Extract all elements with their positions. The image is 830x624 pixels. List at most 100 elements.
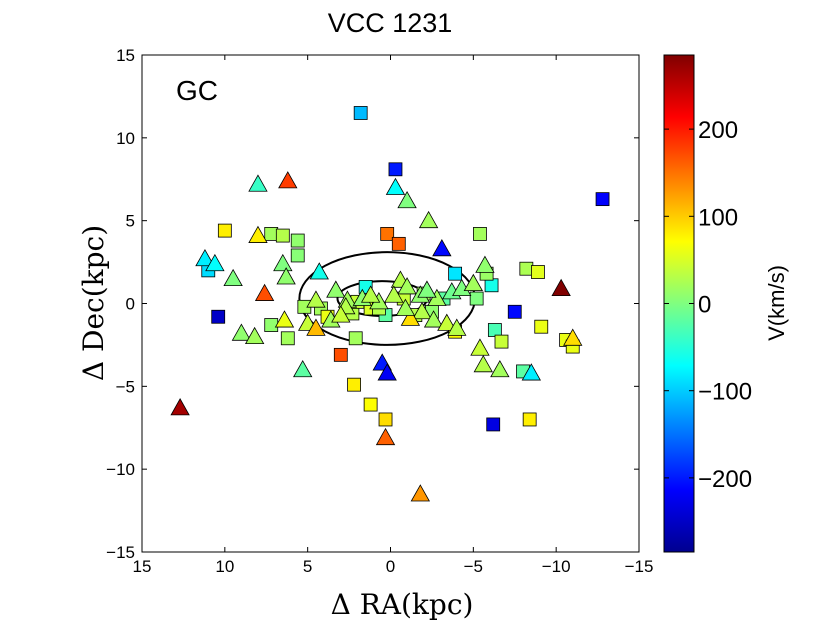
colorbar-label: V(km/s): [764, 265, 789, 341]
y-tick-label: −15: [106, 543, 135, 562]
square-marker: [534, 319, 549, 334]
triangle-marker: [521, 363, 542, 381]
x-tick-label: −15: [625, 557, 654, 576]
x-tick-label: 5: [303, 557, 312, 576]
colorbar-tick-label: −100: [698, 379, 752, 406]
square-marker: [217, 223, 232, 238]
triangle-marker: [412, 301, 432, 320]
square-marker: [264, 318, 279, 332]
plot-area: [141, 54, 640, 553]
square-marker: [353, 106, 368, 120]
x-tick-label: −10: [542, 557, 571, 576]
colorbar-tick-label: 0: [698, 292, 711, 319]
triangle-marker: [473, 354, 493, 373]
triangle-marker: [248, 174, 268, 192]
triangle-marker: [490, 359, 510, 378]
square-marker: [211, 309, 226, 324]
triangle-marker: [470, 338, 490, 356]
triangle-marker: [273, 253, 293, 272]
triangle-marker: [326, 280, 346, 298]
square-marker: [290, 233, 305, 248]
colorbar-ticks: 200 100 0 −100 −200: [664, 117, 752, 493]
triangle-marker: [231, 323, 252, 341]
square-marker: [487, 323, 502, 337]
x-axis-label: Δ RA(kpc): [331, 588, 474, 621]
square-marker: [448, 266, 463, 281]
square-marker: [486, 417, 501, 432]
square-marker: [391, 236, 406, 251]
x-tick-label: 10: [215, 557, 234, 576]
triangle-marker: [551, 278, 571, 296]
triangle-marker: [395, 298, 416, 316]
triangle-marker: [384, 285, 404, 303]
y-tick-label: 0: [126, 295, 135, 314]
x-axis: 15 10 5 0 −5 −10 −15: [133, 55, 654, 576]
square-marker: [363, 397, 378, 412]
triangle-marker: [463, 273, 484, 292]
colorbar-tick-label: −200: [698, 466, 752, 493]
y-tick-label: −5: [116, 377, 135, 396]
triangle-marker: [423, 310, 444, 328]
square-marker: [264, 227, 279, 241]
triangle-marker: [563, 328, 583, 346]
x-tick-label: 0: [386, 557, 395, 576]
square-marker: [519, 261, 534, 276]
triangle-marker: [475, 255, 495, 273]
square-marker: [595, 192, 610, 207]
square-marker: [290, 248, 305, 263]
colorbar-tick-label: 100: [698, 204, 738, 231]
triangle-marker: [397, 190, 417, 209]
y-axis: 15 10 5 0 −5 −10 −15: [106, 46, 639, 562]
triangle-marker: [278, 171, 298, 189]
panel-label: GC: [176, 75, 218, 106]
triangle-marker: [306, 290, 326, 308]
triangle-marker: [205, 253, 225, 272]
x-tick-label: −5: [464, 557, 483, 576]
y-tick-label: 10: [116, 129, 135, 148]
triangle-marker: [293, 359, 313, 378]
triangle-marker: [254, 283, 275, 301]
triangle-marker: [170, 398, 190, 416]
triangle-marker: [223, 268, 243, 287]
square-marker: [484, 278, 499, 293]
y-tick-label: 5: [126, 212, 135, 231]
triangle-marker: [410, 484, 431, 502]
triangle-marker: [360, 285, 381, 303]
triangle-marker: [248, 225, 268, 243]
square-marker: [347, 377, 361, 392]
triangle-marker: [276, 267, 296, 285]
square-marker: [507, 304, 522, 319]
triangle-marker: [244, 326, 265, 345]
colorbar-tick-label: 200: [698, 117, 738, 144]
square-marker: [494, 334, 509, 349]
y-tick-label: −10: [106, 460, 135, 479]
square-marker: [469, 291, 484, 306]
y-axis-label: Δ Dec(kpc): [77, 225, 110, 381]
triangle-marker: [397, 277, 417, 295]
triangle-marker: [331, 305, 351, 323]
square-marker: [522, 412, 537, 427]
triangle-marker: [309, 262, 329, 280]
square-marker: [333, 347, 348, 362]
data-markers: [170, 106, 610, 502]
triangle-marker: [306, 318, 326, 336]
y-tick-label: 15: [116, 46, 135, 65]
square-marker: [531, 265, 545, 279]
triangle-marker: [437, 313, 457, 331]
triangle-marker: [377, 363, 397, 381]
square-marker: [378, 412, 393, 427]
triangle-marker: [432, 239, 452, 257]
square-marker: [280, 331, 295, 346]
x-tick-label: 15: [133, 557, 152, 576]
square-marker: [348, 331, 363, 346]
triangle-marker: [195, 248, 215, 267]
triangle-marker: [418, 210, 439, 229]
square-marker: [473, 227, 487, 241]
triangle-marker: [400, 308, 421, 326]
chart-title: VCC 1231: [328, 8, 453, 38]
square-marker: [275, 228, 290, 243]
triangle-marker: [447, 318, 467, 336]
triangle-marker: [417, 280, 437, 298]
triangle-marker: [375, 427, 396, 446]
